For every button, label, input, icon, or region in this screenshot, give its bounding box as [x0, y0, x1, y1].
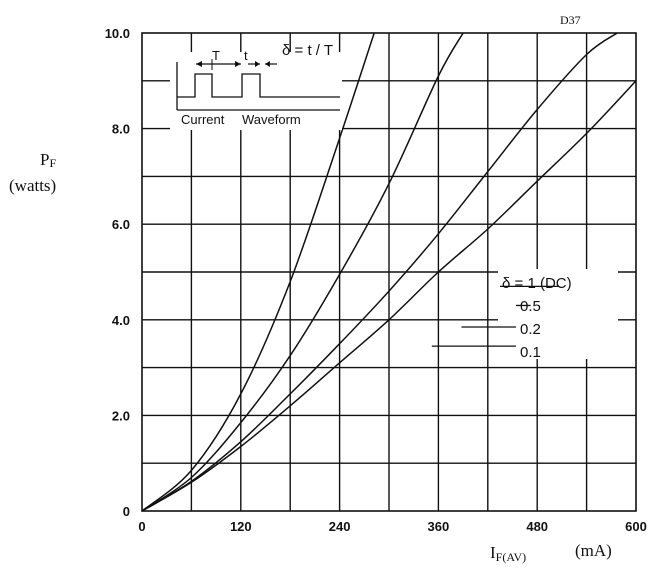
inset-caption-current: Current [181, 112, 225, 127]
legend: δ = 1 (DC) 0.5 0.2 0.1 [431, 269, 618, 361]
series-lines [141, 32, 637, 512]
y-tick-label: 4.0 [112, 313, 130, 328]
series-line [141, 80, 637, 512]
figure-id: D37 [560, 13, 581, 27]
svg-text:IF(AV): IF(AV) [490, 543, 526, 564]
x-tick-label: 240 [329, 519, 351, 534]
y-tick-label: 0 [123, 504, 130, 519]
y-tick-label: 2.0 [112, 408, 130, 423]
waveform-pulses [177, 73, 340, 98]
legend-0-5: 0.5 [520, 298, 541, 315]
x-axis-title: IF(AV) (mA) [490, 541, 612, 564]
duty-cycle-formula: δ = t / T [282, 42, 333, 59]
y-tick-label: 8.0 [112, 122, 130, 137]
svg-text:PF: PF [40, 150, 56, 170]
x-tick-labels: 0 120 240 360 480 600 [138, 519, 646, 534]
y-tick-label: 6.0 [112, 217, 130, 232]
legend-leader-lines [431, 285, 559, 347]
inset-T-label: T [212, 48, 220, 63]
x-tick-label: 600 [625, 519, 647, 534]
legend-dc: δ = 1 (DC) [502, 275, 572, 292]
x-axis-unit: (mA) [575, 541, 612, 560]
series-line [141, 32, 618, 512]
legend-0-1: 0.1 [520, 344, 541, 361]
y-tick-labels: 0 2.0 4.0 6.0 8.0 10.0 [105, 26, 130, 519]
x-tick-label: 480 [526, 519, 548, 534]
x-tick-label: 0 [138, 519, 145, 534]
legend-0-2: 0.2 [520, 321, 541, 338]
y-tick-label: 10.0 [105, 26, 130, 41]
series-line [141, 32, 375, 512]
y-axis-unit: (watts) [9, 176, 56, 195]
x-tick-label: 120 [230, 519, 252, 534]
current-waveform-inset: T t δ = t / T Current Waveform [170, 42, 342, 130]
plot-frame [141, 32, 637, 512]
inset-t-label: t [244, 48, 248, 63]
inset-caption-waveform: Waveform [242, 112, 301, 127]
y-axis-title: PF (watts) [9, 150, 56, 195]
x-tick-label: 360 [428, 519, 450, 534]
series-line [141, 32, 464, 512]
